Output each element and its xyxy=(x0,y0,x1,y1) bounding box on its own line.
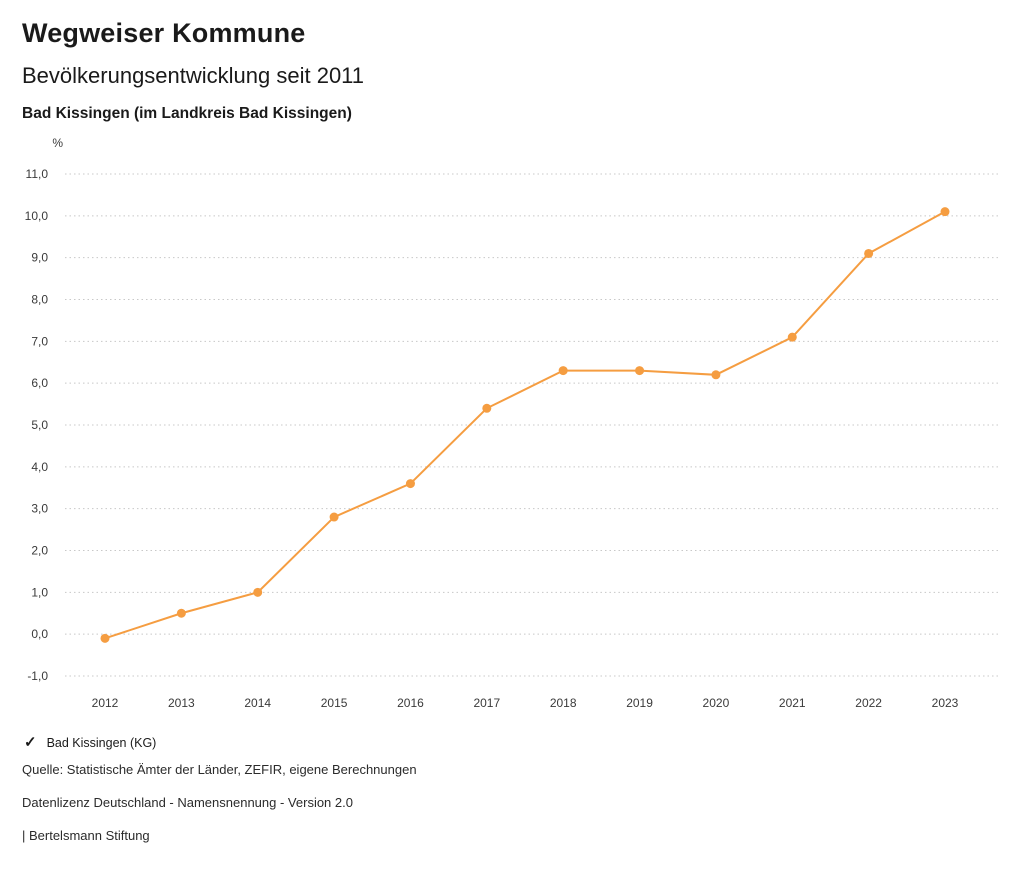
x-tick-label: 2020 xyxy=(703,696,730,710)
x-tick-label: 2015 xyxy=(321,696,348,710)
check-icon: ✓ xyxy=(24,734,37,751)
line-chart-svg: % 11,0 10,0 9,0 8,0 7,0 6,0 5,0 4,0 3,0 2,0 1,0 0,0 -… xyxy=(25,136,1000,710)
x-tick-label: 2022 xyxy=(855,696,882,710)
data-point[interactable] xyxy=(253,587,263,597)
data-point[interactable] xyxy=(787,332,797,342)
y-tick-label: 11,0 xyxy=(26,167,49,181)
x-tick-label: 2023 xyxy=(932,696,959,710)
x-tick-label: 2012 xyxy=(92,696,119,710)
x-tick-label: 2021 xyxy=(779,696,806,710)
y-tick-label: 5,0 xyxy=(31,418,48,432)
data-point[interactable] xyxy=(100,633,110,643)
y-tick-label: 0,0 xyxy=(31,627,48,641)
y-tick-label: 4,0 xyxy=(31,460,48,474)
data-point[interactable] xyxy=(329,512,339,522)
y-tick-label: 2,0 xyxy=(31,544,48,558)
page-title: Wegweiser Kommune xyxy=(22,18,306,48)
x-tick-label: 2014 xyxy=(244,696,271,710)
y-tick-label: 3,0 xyxy=(31,502,48,516)
y-tick-label: 10,0 xyxy=(25,209,49,223)
legend-label: Bad Kissingen (KG) xyxy=(46,735,157,750)
y-tick-label: 8,0 xyxy=(31,293,48,307)
x-tick-label: 2016 xyxy=(397,696,424,710)
chart-footer: Quelle: Statistische Ämter der Länder, Z… xyxy=(0,750,1024,843)
y-tick-label: 1,0 xyxy=(31,585,48,599)
x-tick-label: 2013 xyxy=(168,696,195,710)
data-point[interactable] xyxy=(635,366,645,376)
y-tick-label: -1,0 xyxy=(27,669,48,683)
chart-title: Bevölkerungsentwicklung seit 2011 xyxy=(22,63,365,88)
chart-location-subtitle: Bad Kissingen (im Landkreis Bad Kissinge… xyxy=(22,105,352,122)
y-axis-unit-label: % xyxy=(52,136,63,150)
data-point[interactable] xyxy=(405,479,415,489)
x-tick-label: 2019 xyxy=(626,696,653,710)
license-text: Datenlizenz Deutschland - Namensnennung … xyxy=(22,795,353,810)
y-tick-label: 7,0 xyxy=(31,334,48,348)
data-point[interactable] xyxy=(176,608,186,618)
legend-item-bad-kissingen[interactable]: ✓ Bad Kissingen (KG) xyxy=(0,729,1024,750)
y-tick-label: 9,0 xyxy=(31,251,48,265)
chart-header: Wegweiser Kommune Bevölkerungsentwicklun… xyxy=(0,0,1024,123)
series-line xyxy=(104,210,946,640)
data-point[interactable] xyxy=(940,207,950,217)
x-tick-label: 2017 xyxy=(473,696,500,710)
attribution-text: | Bertelsmann Stiftung xyxy=(22,828,150,843)
source-text: Quelle: Statistische Ämter der Länder, Z… xyxy=(22,762,417,777)
x-tick-label: 2018 xyxy=(550,696,577,710)
data-point[interactable] xyxy=(558,366,568,376)
line-chart: % 11,0 10,0 9,0 8,0 7,0 6,0 5,0 4,0 3,0 2,0 1,0 0,0 -… xyxy=(0,129,1024,729)
data-point[interactable] xyxy=(482,403,492,413)
y-tick-label: 6,0 xyxy=(31,376,48,390)
data-point[interactable] xyxy=(864,248,874,258)
data-point[interactable] xyxy=(711,370,721,380)
